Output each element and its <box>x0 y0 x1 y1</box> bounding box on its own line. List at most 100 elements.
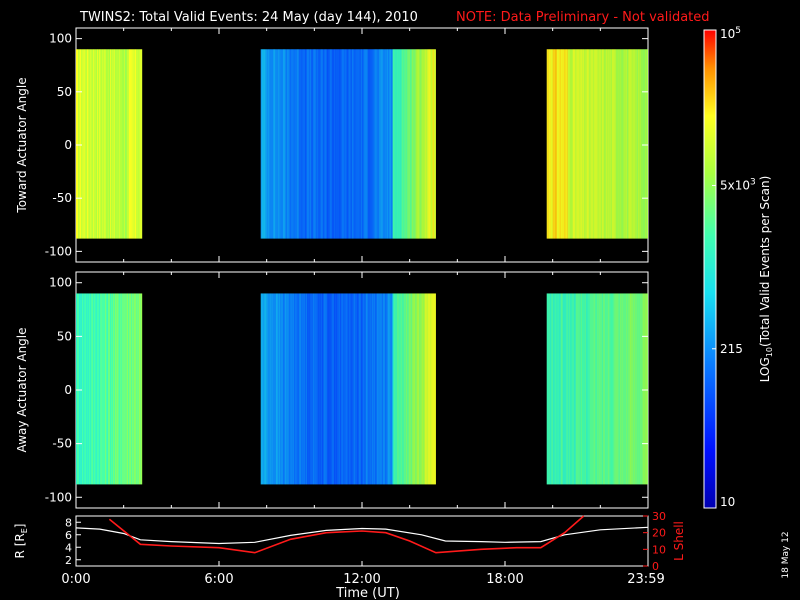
heatmap-column <box>613 293 615 485</box>
heatmap-column <box>553 49 555 239</box>
heatmap-column <box>302 49 304 239</box>
heatmap-column <box>391 293 393 485</box>
heatmap-column <box>126 293 128 485</box>
heatmap-column <box>626 49 628 239</box>
heatmap-column <box>551 293 553 485</box>
toward-angle-label: Toward Actuator Angle <box>15 77 29 213</box>
heatmap-column <box>387 293 389 485</box>
heatmap-column <box>279 293 281 485</box>
heatmap-column <box>283 49 285 239</box>
heatmap-column <box>566 49 568 239</box>
heatmap-column <box>378 293 380 485</box>
heatmap-column <box>395 49 397 239</box>
heatmap-column <box>392 49 394 239</box>
heatmap-column <box>557 49 559 239</box>
heatmap-column <box>339 49 341 239</box>
heatmap-column <box>577 293 579 485</box>
heatmap-column <box>343 293 345 485</box>
heatmap-column <box>416 49 418 239</box>
heatmap-column <box>81 49 83 239</box>
heatmap-column <box>605 49 607 239</box>
heatmap-column <box>401 293 403 485</box>
heatmap-column <box>421 49 423 239</box>
colorbar-tick-label: 215 <box>720 342 743 356</box>
heatmap-column <box>83 293 85 485</box>
heatmap-column <box>332 293 334 485</box>
heatmap-column <box>434 293 436 485</box>
heatmap-column <box>91 49 93 239</box>
heatmap-column <box>272 293 274 485</box>
heatmap-column <box>570 293 572 485</box>
heatmap-column <box>121 293 123 485</box>
heatmap-column <box>282 293 284 485</box>
heatmap-column <box>610 293 612 485</box>
heatmap-column <box>573 49 575 239</box>
heatmap-column <box>99 49 101 239</box>
heatmap-column <box>632 293 634 485</box>
heatmap-column <box>629 293 631 485</box>
heatmap-column <box>348 49 350 239</box>
heatmap-column <box>377 293 379 485</box>
heatmap-column <box>371 293 373 485</box>
heatmap-column <box>276 49 278 239</box>
data-interval-block <box>76 49 143 239</box>
heatmap-column <box>415 49 417 239</box>
heatmap-column <box>564 293 566 485</box>
heatmap-column <box>329 293 331 485</box>
heatmap-column <box>310 293 312 485</box>
heatmap-column <box>286 49 288 239</box>
lshell-tick-label: 0 <box>652 560 659 573</box>
heatmap-column <box>382 293 384 485</box>
heatmap-column <box>582 49 584 239</box>
heatmap-column <box>644 293 646 485</box>
heatmap-column <box>590 293 592 485</box>
heatmap-column <box>306 293 308 485</box>
heatmap-column <box>335 293 337 485</box>
heatmap-column <box>409 293 411 485</box>
heatmap-column <box>432 293 434 485</box>
heatmap-column <box>585 293 587 485</box>
heatmap-column <box>607 49 609 239</box>
heatmap-column <box>337 293 339 485</box>
heatmap-column <box>360 293 362 485</box>
heatmap-column <box>115 293 117 485</box>
heatmap-column <box>268 49 270 239</box>
heatmap-column <box>362 49 364 239</box>
heatmap-column <box>137 293 139 485</box>
heatmap-column <box>385 49 387 239</box>
heatmap-column <box>359 293 361 485</box>
lshell-axis-label: L Shell <box>672 521 686 561</box>
heatmap-column <box>638 49 640 239</box>
time-axis-label: Time (UT) <box>335 586 400 600</box>
heatmap-column <box>338 293 340 485</box>
heatmap-column <box>285 293 287 485</box>
heatmap-column <box>395 293 397 485</box>
heatmap-column <box>381 293 383 485</box>
heatmap-column <box>336 293 338 485</box>
heatmap-column <box>319 49 321 239</box>
heatmap-column <box>120 49 122 239</box>
heatmap-column <box>433 49 435 239</box>
heatmap-column <box>260 49 262 239</box>
heatmap-column <box>377 49 379 239</box>
heatmap-column <box>321 49 323 239</box>
heatmap-column <box>600 49 602 239</box>
heatmap-column <box>296 293 298 485</box>
heatmap-column <box>635 293 637 485</box>
heatmap-column <box>348 293 350 485</box>
heatmap-column <box>357 293 359 485</box>
heatmap-column <box>286 293 288 485</box>
heatmap-column <box>393 293 395 485</box>
heatmap-column <box>303 293 305 485</box>
heatmap-column <box>133 293 135 485</box>
heatmap-column <box>113 49 115 239</box>
heatmap-column <box>320 293 322 485</box>
heatmap-column <box>590 49 592 239</box>
heatmap-column <box>599 293 601 485</box>
heatmap-column <box>139 49 141 239</box>
heatmap-column <box>327 49 329 239</box>
heatmap-column <box>419 49 421 239</box>
data-interval-block <box>546 293 648 485</box>
heatmap-column <box>371 49 373 239</box>
heatmap-column <box>376 293 378 485</box>
